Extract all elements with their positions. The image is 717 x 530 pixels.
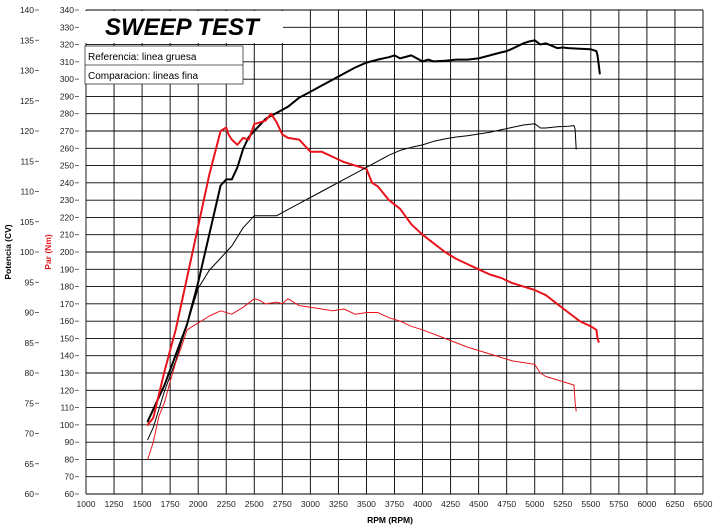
torque-tick-label-7: 130 [60, 368, 74, 378]
power-tick-label-16: 140 [20, 5, 34, 15]
x-tick-label-22: 6500 [694, 499, 713, 509]
series-potencia-comparacion [147, 123, 577, 441]
torque-tick-label-27: 330 [60, 22, 74, 32]
x-tick-label-12: 4000 [413, 499, 432, 509]
torque-tick-label-12: 180 [60, 282, 74, 292]
torque-tick-label-9: 150 [60, 333, 74, 343]
power-tick-label-8: 100 [20, 247, 34, 257]
power-tick-label-13: 125 [20, 96, 34, 106]
legend-comparison: Comparacion: lineas fina [88, 71, 198, 82]
torque-tick-label-26: 320 [60, 40, 74, 50]
torque-tick-label-11: 170 [60, 299, 74, 309]
x-tick-label-15: 4750 [497, 499, 516, 509]
x-tick-label-14: 4500 [469, 499, 488, 509]
torque-tick-label-18: 240 [60, 178, 74, 188]
x-tick-label-6: 2500 [245, 499, 264, 509]
power-tick-labels: 60 65 70 75 80 85 90 95 100 105 110 115 120 125 130 135… [20, 5, 39, 499]
series-par-comparacion [147, 298, 577, 460]
title-box [85, 11, 283, 43]
torque-tick-label-28: 340 [60, 5, 74, 15]
power-tick-label-3: 75 [25, 398, 35, 408]
torque-tick-label-4: 100 [60, 420, 74, 430]
x-tick-label-0: 1000 [77, 499, 96, 509]
torque-tick-labels: 60 70 80 90 100 110 120 130 140 150 160 170 180 190 20… [60, 5, 79, 499]
x-tick-label-7: 2750 [273, 499, 292, 509]
torque-tick-label-13: 190 [60, 264, 74, 274]
power-tick-label-15: 135 [20, 35, 34, 45]
x-tick-label-16: 5000 [525, 499, 544, 509]
x-tick-label-10: 3500 [357, 499, 376, 509]
torque-tick-label-21: 270 [60, 126, 74, 136]
torque-tick-label-10: 160 [60, 316, 74, 326]
power-tick-label-1: 65 [25, 459, 35, 469]
power-tick-label-10: 110 [20, 187, 34, 197]
x-tick-label-17: 5250 [553, 499, 572, 509]
series-par-referencia [146, 112, 600, 426]
power-tick-label-4: 80 [25, 368, 35, 378]
power-tick-label-7: 95 [25, 277, 35, 287]
legend-reference: Referencia: linea gruesa [88, 52, 197, 63]
torque-tick-label-14: 200 [60, 247, 74, 257]
torque-tick-label-24: 300 [60, 74, 74, 84]
torque-tick-label-5: 110 [60, 403, 74, 413]
series-potencia-referencia [146, 39, 601, 423]
torque-tick-label-6: 120 [60, 385, 74, 395]
x-tick-label-3: 1750 [161, 499, 180, 509]
x-tick-label-4: 2000 [189, 499, 208, 509]
x-tick-label-9: 3250 [329, 499, 348, 509]
x-tick-labels: 1000 1250 1500 1750 2000 2250 2500 2750 3000 3250… [77, 499, 713, 509]
x-tick-label-18: 5500 [581, 499, 600, 509]
torque-tick-label-2: 80 [65, 454, 75, 464]
data-series [146, 39, 601, 460]
power-tick-label-2: 70 [25, 429, 35, 439]
torque-tick-label-1: 70 [65, 472, 75, 482]
x-tick-label-13: 4250 [441, 499, 460, 509]
torque-tick-label-3: 90 [65, 437, 75, 447]
torque-tick-label-17: 230 [60, 195, 74, 205]
torque-tick-label-15: 210 [60, 230, 74, 240]
power-tick-label-12: 120 [20, 126, 34, 136]
power-tick-label-9: 105 [20, 217, 34, 227]
x-tick-label-1: 1250 [105, 499, 124, 509]
torque-tick-label-25: 310 [60, 57, 74, 67]
torque-tick-label-0: 60 [65, 489, 75, 499]
torque-tick-label-20: 260 [60, 143, 74, 153]
x-tick-label-2: 1500 [133, 499, 152, 509]
x-axis-title: RPM (RPM) [367, 515, 413, 525]
x-tick-label-21: 6250 [665, 499, 684, 509]
torque-tick-label-19: 250 [60, 161, 74, 171]
torque-tick-label-23: 290 [60, 91, 74, 101]
power-axis-title: Potencia (CV) [3, 224, 13, 279]
x-tick-label-11: 3750 [385, 499, 404, 509]
power-tick-label-6: 90 [25, 308, 35, 318]
chart-title: SWEEP TEST [105, 14, 261, 41]
x-tick-label-8: 3000 [301, 499, 320, 509]
torque-tick-label-16: 220 [60, 212, 74, 222]
x-tick-label-19: 5750 [609, 499, 628, 509]
power-tick-label-11: 115 [20, 156, 34, 166]
x-tick-label-5: 2250 [217, 499, 236, 509]
torque-tick-label-22: 280 [60, 109, 74, 119]
power-tick-label-0: 60 [25, 489, 35, 499]
x-tick-label-20: 6000 [637, 499, 656, 509]
power-tick-label-5: 85 [25, 338, 35, 348]
power-tick-label-14: 130 [20, 66, 34, 76]
torque-tick-label-8: 140 [60, 351, 74, 361]
torque-axis-title: Par (Nm) [43, 234, 53, 270]
